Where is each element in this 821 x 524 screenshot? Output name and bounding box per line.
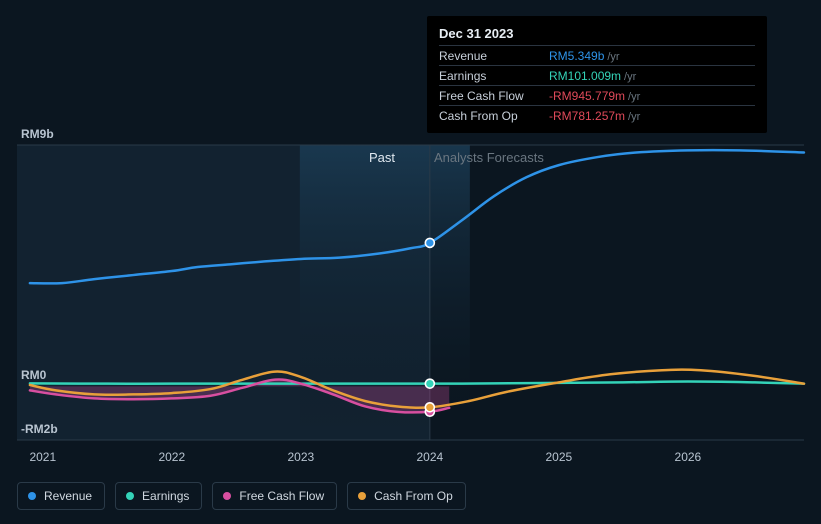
tooltip-date: Dec 31 2023 (439, 26, 755, 41)
legend-item-revenue[interactable]: Revenue (17, 482, 105, 510)
tooltip-row-label: Revenue (439, 46, 549, 66)
legend-item-label: Earnings (142, 489, 189, 503)
tooltip-row: Cash From Op-RM781.257m/yr (439, 106, 755, 126)
x-axis-tick: 2022 (158, 450, 185, 464)
legend-swatch-icon (358, 492, 366, 500)
legend-swatch-icon (28, 492, 36, 500)
tooltip-row-value: RM5.349b/yr (549, 46, 755, 66)
legend-swatch-icon (223, 492, 231, 500)
tooltip-row-label: Cash From Op (439, 106, 549, 126)
revenue-marker (425, 238, 434, 247)
legend-item-fcf[interactable]: Free Cash Flow (212, 482, 337, 510)
tooltip-row-label: Earnings (439, 66, 549, 86)
x-axis-tick: 2025 (546, 450, 573, 464)
earnings-marker (425, 379, 434, 388)
past-region-label: Past (369, 150, 395, 165)
legend-item-label: Free Cash Flow (239, 489, 324, 503)
tooltip-row-label: Free Cash Flow (439, 86, 549, 106)
forecast-region-label: Analysts Forecasts (434, 150, 544, 165)
tooltip-row-value: -RM945.779m/yr (549, 86, 755, 106)
tooltip-row: EarningsRM101.009m/yr (439, 66, 755, 86)
x-axis-tick: 2026 (675, 450, 702, 464)
legend-item-label: Cash From Op (374, 489, 453, 503)
y-axis-tick: RM9b (21, 127, 54, 141)
financial-forecast-chart: RM9b RM0 -RM2b 2021 2022 2023 2024 2025 2026 Pa… (0, 0, 821, 524)
x-axis-tick: 2023 (287, 450, 314, 464)
tooltip-row-value: RM101.009m/yr (549, 66, 755, 86)
y-axis-tick: -RM2b (21, 422, 58, 436)
tooltip-row: RevenueRM5.349b/yr (439, 46, 755, 66)
x-axis-tick: 2021 (29, 450, 56, 464)
hover-tooltip: Dec 31 2023 RevenueRM5.349b/yrEarningsRM… (427, 16, 767, 133)
legend: Revenue Earnings Free Cash Flow Cash From O… (17, 482, 466, 510)
cfo-marker (425, 403, 434, 412)
tooltip-row-value: -RM781.257m/yr (549, 106, 755, 126)
legend-item-cfo[interactable]: Cash From Op (347, 482, 466, 510)
legend-swatch-icon (126, 492, 134, 500)
y-axis-tick: RM0 (21, 368, 46, 382)
legend-item-label: Revenue (44, 489, 92, 503)
legend-item-earnings[interactable]: Earnings (115, 482, 202, 510)
x-axis-tick: 2024 (416, 450, 443, 464)
plot-area (17, 145, 804, 440)
tooltip-row: Free Cash Flow-RM945.779m/yr (439, 86, 755, 106)
